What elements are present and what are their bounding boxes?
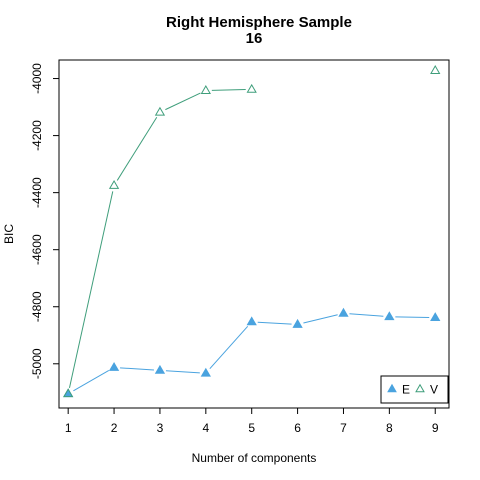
- y-tick-label: -4000: [30, 63, 44, 94]
- legend-box: [380, 375, 449, 404]
- series-line-segment: [395, 316, 430, 318]
- x-tick-label: 5: [248, 421, 255, 435]
- series-layer: [63, 65, 441, 398]
- data-point-V: [63, 388, 74, 398]
- plot-frame: [58, 59, 450, 409]
- legend-marker-E: [387, 383, 397, 393]
- data-point-E: [292, 318, 303, 328]
- data-point-E: [384, 311, 395, 321]
- series-line-segment: [211, 89, 246, 91]
- data-point-V: [108, 180, 120, 189]
- data-point-E: [108, 361, 120, 371]
- series-line-segment: [303, 314, 338, 324]
- series-line-segment: [165, 370, 200, 374]
- x-axis: 1 2 3 4 5 6 7 8 9: [65, 408, 439, 435]
- x-tick-label: 9: [432, 421, 439, 435]
- chart-title: Right Hemisphere Sample: [166, 14, 352, 31]
- chart-subtitle: 16: [246, 30, 263, 47]
- legend-marker-V: [415, 383, 425, 393]
- y-axis: -5000 -4800 -4600 -4400 -4200 -4000: [30, 63, 59, 379]
- y-tick-label: -5000: [30, 348, 44, 379]
- y-tick-label: -4800: [30, 291, 44, 322]
- series-line-segment: [165, 92, 201, 111]
- data-point-E: [200, 367, 211, 377]
- series-line-segment: [349, 313, 384, 317]
- y-tick-label: -4600: [30, 234, 44, 265]
- x-axis-label: Number of components: [192, 451, 317, 465]
- x-tick-label: 4: [202, 421, 209, 435]
- data-point-V: [154, 106, 166, 116]
- x-tick-label: 3: [157, 421, 164, 435]
- series-line-segment: [209, 325, 249, 370]
- legend-label-E: E: [402, 383, 410, 397]
- data-point-V: [246, 83, 257, 93]
- x-tick-label: 2: [111, 421, 118, 435]
- data-point-V: [200, 85, 211, 94]
- data-point-E: [63, 388, 74, 398]
- data-point-V: [430, 65, 441, 74]
- x-tick-label: 8: [386, 421, 393, 435]
- series-line-segment: [68, 191, 114, 388]
- data-point-E: [246, 316, 257, 326]
- data-point-E: [154, 364, 166, 374]
- series-line-segment: [73, 370, 110, 392]
- data-point-E: [430, 312, 441, 322]
- series-V: [63, 65, 441, 398]
- x-tick-label: 1: [65, 421, 72, 435]
- x-tick-label: 6: [294, 421, 301, 435]
- y-axis-label: BIC: [2, 224, 16, 244]
- y-tick-label: -4400: [30, 177, 44, 208]
- series-line-segment: [257, 321, 292, 325]
- legend-label-V: V: [430, 383, 438, 397]
- series-line-segment: [116, 117, 158, 181]
- series-line-segment: [120, 367, 154, 371]
- x-tick-label: 7: [340, 421, 347, 435]
- data-point-E: [338, 307, 349, 317]
- y-tick-label: -4200: [30, 120, 44, 151]
